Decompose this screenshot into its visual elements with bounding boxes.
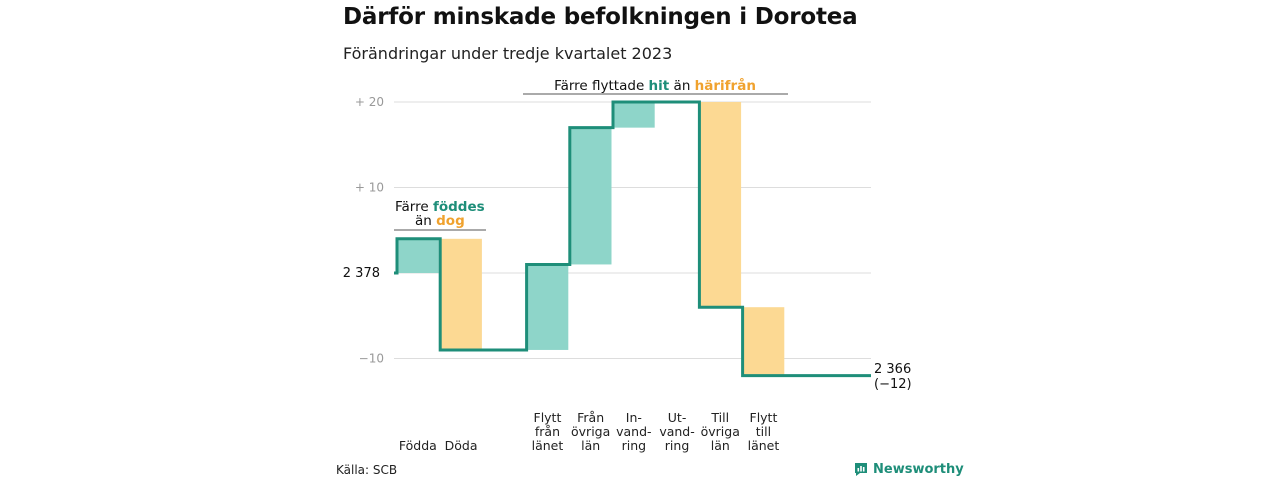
category-label: Från [577, 410, 604, 425]
category-label: vand- [616, 424, 651, 439]
category-label: Till [710, 410, 729, 425]
moves-annotation: Färre flyttade hit än härifrån [554, 77, 756, 94]
category-label: ring [622, 438, 646, 453]
chart-subtitle: Förändringar under tredje kvartalet 2023 [343, 44, 673, 63]
brand-logo: Newsworthy [854, 462, 964, 477]
waterfall-bar [699, 102, 742, 308]
newsworthy-icon [855, 463, 867, 476]
source-note: Källa: SCB [336, 463, 398, 477]
category-label: vand- [659, 424, 694, 439]
waterfall-bar [569, 127, 612, 265]
category-label: från [535, 424, 560, 439]
end-change-label: (−12) [874, 377, 912, 392]
y-tick-label: + 10 [355, 181, 384, 195]
chart-title: Därför minskade befolkningen i Dorotea [343, 4, 858, 30]
category-label: Flytt [534, 410, 562, 425]
category-label: Döda [445, 438, 478, 453]
category-label: Ut- [668, 410, 687, 425]
cumulative-step-line [394, 100, 871, 378]
waterfall-bar [613, 102, 655, 128]
category-label: län [711, 438, 730, 453]
y-tick-label: + 20 [355, 95, 384, 109]
waterfall-bar [440, 238, 482, 350]
category-label: övriga [701, 424, 740, 439]
brand-name: Newsworthy [873, 462, 964, 477]
category-label: övriga [571, 424, 610, 439]
births-annotation-line1: Färre föddes [395, 199, 485, 215]
births-annotation-line2: än dog [415, 213, 465, 229]
category-label: In- [626, 410, 642, 425]
category-label: Födda [399, 438, 437, 453]
category-label: Flytt [750, 410, 778, 425]
waterfall-bar [397, 238, 439, 273]
category-label: till [756, 424, 771, 439]
start-value-label: 2 378 [343, 266, 380, 281]
category-label: ring [665, 438, 689, 453]
category-label: län [581, 438, 600, 453]
y-tick-label: −10 [359, 352, 384, 366]
end-value-label: 2 366 [874, 362, 911, 377]
waterfall-bar [742, 307, 785, 376]
category-label: länet [532, 438, 564, 453]
waterfall-bar [526, 264, 569, 350]
category-label: länet [748, 438, 780, 453]
